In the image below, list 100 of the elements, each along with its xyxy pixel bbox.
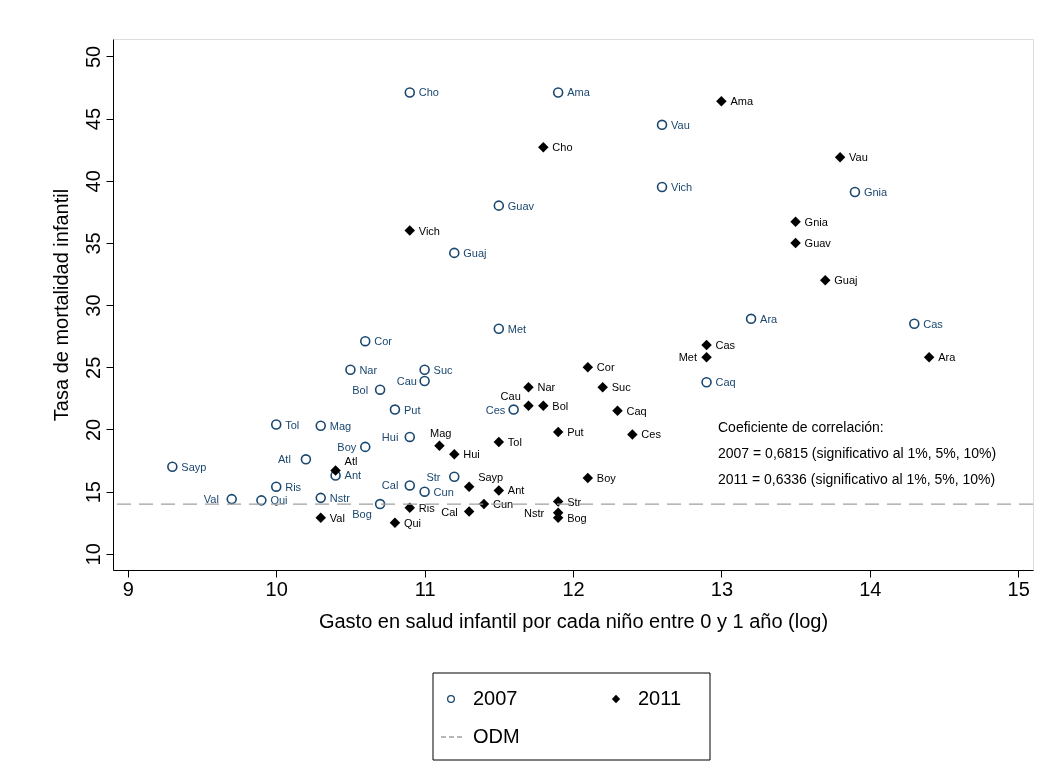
- point: [523, 381, 534, 393]
- data-label: Sayp: [478, 470, 504, 483]
- point: [582, 362, 594, 373]
- point: [923, 352, 935, 363]
- point: [256, 495, 267, 506]
- data-label: Nstr: [329, 491, 351, 504]
- x-tick-label: 10: [265, 577, 288, 600]
- point: [523, 400, 534, 412]
- data-label: Boy: [337, 440, 357, 453]
- point: [909, 318, 920, 330]
- data-label: Gnia: [863, 185, 889, 198]
- point: [315, 492, 327, 504]
- y-tick-label: 30: [81, 294, 104, 317]
- data-label: Cal: [381, 479, 399, 492]
- data-label: Cau: [396, 374, 417, 387]
- point: [449, 449, 460, 460]
- point: [404, 87, 416, 98]
- point: [419, 364, 430, 376]
- annotation: 2007 = 0,6815 (significativo al 1%, 5%, 10%): [718, 445, 997, 461]
- point: [701, 352, 712, 363]
- point: [315, 420, 327, 432]
- point: [270, 481, 282, 492]
- point: [552, 426, 564, 438]
- point: [597, 381, 608, 393]
- data-label: Met: [678, 351, 697, 364]
- point: [508, 404, 519, 415]
- y-tick-label: 40: [81, 170, 104, 193]
- y-axis-title: Tasa de mortalidad infantil: [49, 188, 72, 422]
- data-label: Caq: [715, 376, 736, 389]
- point: [389, 517, 401, 528]
- x-tick-label: 14: [859, 577, 882, 600]
- x-tick-label: 11: [414, 577, 436, 600]
- point: [270, 419, 282, 430]
- x-tick-label: 12: [562, 577, 585, 600]
- data-label: Mag: [430, 426, 452, 439]
- point: [359, 441, 371, 453]
- data-label: Vich: [418, 224, 440, 237]
- point: [330, 470, 341, 481]
- data-label: Bog: [567, 511, 587, 524]
- y-tick-label: 35: [81, 232, 104, 255]
- x-tick-label: 13: [710, 577, 734, 600]
- y-tick-label: 10: [81, 543, 104, 566]
- point: [552, 87, 564, 98]
- data-label: Vich: [671, 180, 693, 193]
- data-label: Str: [426, 470, 441, 483]
- point: [834, 151, 846, 163]
- point: [745, 313, 757, 325]
- point: [419, 375, 430, 387]
- data-label: Cau: [500, 389, 521, 402]
- point: [493, 323, 505, 335]
- point: [790, 216, 801, 228]
- x-tick-label: 15: [1007, 577, 1030, 600]
- data-label: Guaj: [834, 274, 858, 287]
- data-label: Ces: [641, 428, 662, 441]
- data-label: Guaj: [463, 246, 487, 259]
- point: [389, 404, 401, 415]
- data-label: Atl: [278, 453, 291, 466]
- annotation: Coeficiente de correlación:: [718, 419, 884, 435]
- data-label: Nar: [359, 363, 378, 376]
- data-label: Cho: [552, 141, 573, 154]
- data-label: Ant: [507, 484, 525, 497]
- data-label: Nar: [537, 381, 556, 394]
- data-label: Ama: [730, 95, 754, 108]
- data-label: Tol: [507, 435, 522, 448]
- data-label: Val: [203, 493, 219, 506]
- point: [404, 431, 416, 443]
- legend-label: 2011: [638, 687, 682, 709]
- point: [716, 95, 727, 107]
- data-label: Cas: [715, 338, 736, 351]
- data-label: Cho: [418, 86, 439, 99]
- point: [627, 429, 638, 440]
- point: [315, 512, 326, 524]
- point: [849, 186, 861, 198]
- legend-label: ODM: [473, 725, 520, 747]
- data-label: Bol: [352, 383, 369, 396]
- data-label: Vau: [671, 118, 690, 131]
- point: [300, 454, 312, 465]
- data-label: Cal: [441, 505, 458, 518]
- point: [449, 471, 460, 482]
- data-label: Suc: [433, 363, 454, 376]
- data-label: Put: [567, 425, 584, 438]
- data-label: Put: [403, 403, 421, 416]
- point: [404, 225, 416, 236]
- data-label: Cor: [374, 335, 393, 348]
- point: [419, 486, 430, 497]
- y-tick-label: 50: [81, 45, 104, 69]
- x-tick-label: 9: [122, 577, 134, 600]
- data-label: Boy: [596, 471, 617, 484]
- point: [374, 384, 386, 395]
- data-label: Qui: [270, 494, 288, 507]
- point: [790, 237, 801, 249]
- data-label: Guav: [507, 199, 535, 212]
- point: [404, 480, 416, 491]
- data-label: Ris: [285, 480, 302, 493]
- point: [493, 485, 505, 496]
- point: [226, 493, 237, 505]
- point: [701, 376, 712, 388]
- point: [701, 339, 712, 351]
- data-label: Nstr: [523, 506, 545, 519]
- point: [330, 465, 341, 476]
